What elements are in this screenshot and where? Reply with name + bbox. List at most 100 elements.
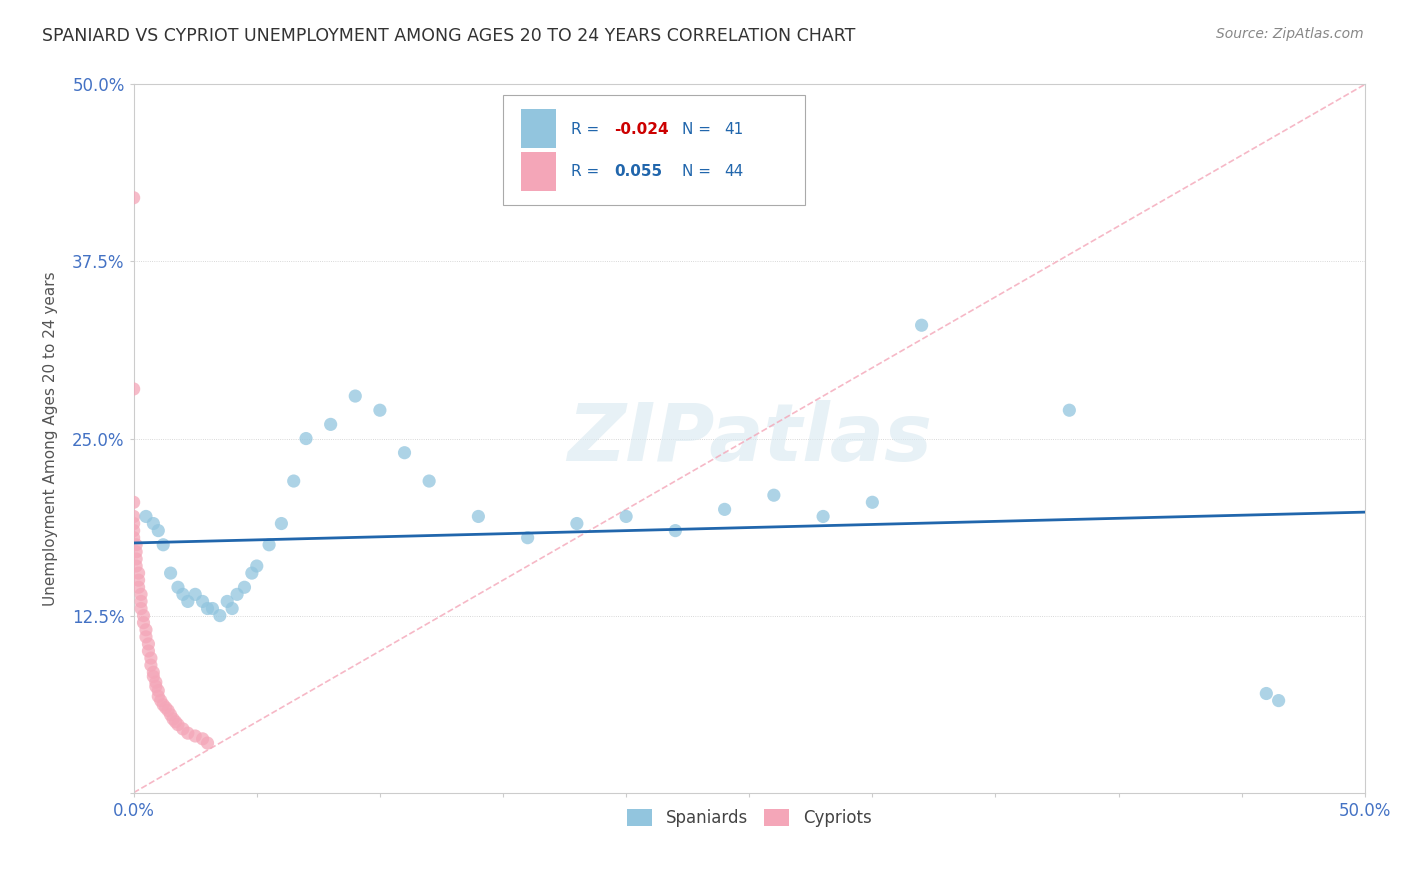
Point [128,566,150,580]
Point [811,509,834,524]
Point [664,524,686,538]
Point [394,446,416,460]
Point [152,538,174,552]
Point [172,722,194,736]
Point [125,538,148,552]
Point [565,516,588,531]
Point [762,488,785,502]
Point [129,594,152,608]
Text: 41: 41 [724,121,744,136]
Point [208,608,231,623]
Text: R =: R = [571,121,603,136]
Text: Source: ZipAtlas.com: Source: ZipAtlas.com [1216,27,1364,41]
Point [283,474,305,488]
Point [142,516,165,531]
Point [226,587,249,601]
Text: ZIPatlas: ZIPatlas [567,400,932,477]
Point [135,630,157,644]
Point [191,594,214,608]
Text: -0.024: -0.024 [614,121,668,136]
Point [122,509,145,524]
Text: R =: R = [571,164,603,179]
Point [177,726,200,740]
Point [295,432,318,446]
Point [145,680,167,694]
Point [122,495,145,509]
Point [148,524,170,538]
Text: SPANIARD VS CYPRIOT UNEMPLOYMENT AMONG AGES 20 TO 24 YEARS CORRELATION CHART: SPANIARD VS CYPRIOT UNEMPLOYMENT AMONG A… [42,27,856,45]
Point [122,191,145,205]
Point [159,707,181,722]
Point [125,545,148,559]
Point [516,531,538,545]
Point [1059,403,1081,417]
Point [246,559,269,574]
Point [128,573,150,587]
Point [142,669,165,683]
Point [257,538,280,552]
Point [221,601,243,615]
Point [125,559,148,574]
Point [142,665,165,680]
Point [128,580,150,594]
Point [233,580,256,594]
Text: N =: N = [682,164,716,179]
Text: 44: 44 [724,164,744,179]
Point [129,601,152,615]
Point [713,502,735,516]
Point [860,495,883,509]
Point [159,566,181,580]
Point [138,637,160,651]
Point [217,594,239,608]
Point [201,601,224,615]
FancyBboxPatch shape [503,95,804,205]
Point [155,700,177,714]
Point [122,524,145,538]
Point [184,729,207,743]
Legend: Spaniards, Cypriots: Spaniards, Cypriots [620,803,879,834]
Text: 0.055: 0.055 [614,164,662,179]
Point [319,417,342,432]
Text: N =: N = [682,121,716,136]
Point [197,601,219,615]
Point [1256,686,1278,700]
Point [138,644,160,658]
Point [129,587,152,601]
FancyBboxPatch shape [522,109,555,148]
Point [344,389,367,403]
Point [157,704,180,718]
Point [152,698,174,712]
FancyBboxPatch shape [522,152,555,191]
Point [240,566,263,580]
Point [135,509,157,524]
Point [184,587,207,601]
Point [177,594,200,608]
Point [197,736,219,750]
Point [162,712,184,726]
Point [614,509,637,524]
Point [132,615,155,630]
Point [139,658,162,673]
Point [270,516,292,531]
Point [165,714,187,729]
Point [125,552,148,566]
Point [1267,693,1289,707]
Point [132,608,155,623]
Point [418,474,440,488]
Point [148,690,170,704]
Point [139,651,162,665]
Point [167,717,190,731]
Point [148,683,170,698]
Point [149,693,172,707]
Point [368,403,391,417]
Point [122,516,145,531]
Point [191,731,214,746]
Point [145,675,167,690]
Point [135,623,157,637]
Point [172,587,194,601]
Point [122,382,145,396]
Point [910,318,932,333]
Point [467,509,489,524]
Point [167,580,190,594]
Y-axis label: Unemployment Among Ages 20 to 24 years: Unemployment Among Ages 20 to 24 years [44,271,58,606]
